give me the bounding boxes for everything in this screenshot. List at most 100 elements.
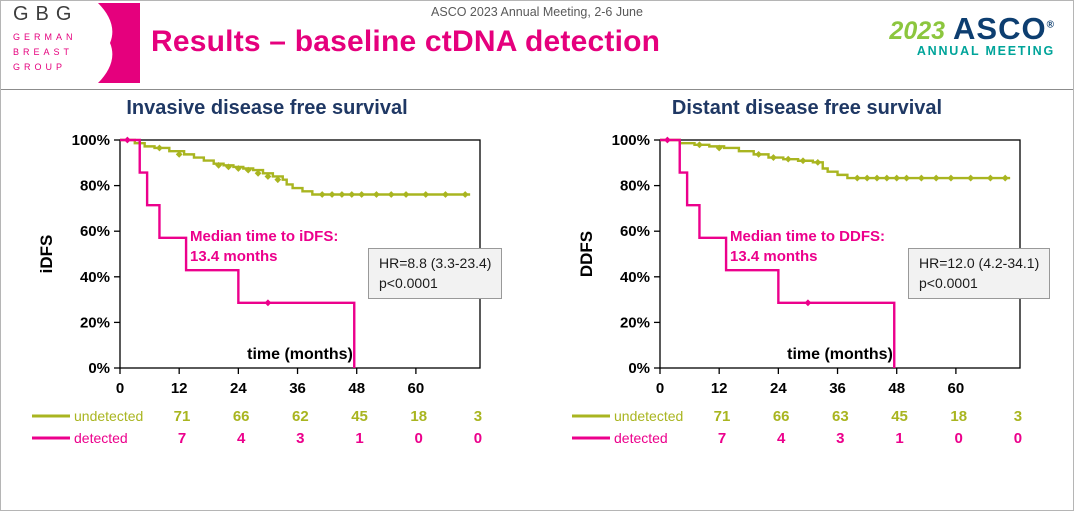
censor-mark-detected [663, 136, 671, 144]
censor-mark-detected [264, 299, 272, 307]
x-tick-label: 60 [948, 380, 965, 397]
censor-mark-undetected [1001, 174, 1009, 182]
censor-mark-undetected [755, 150, 763, 158]
y-tick-label: 80% [620, 178, 650, 195]
asco-wordmark: ASCO® [953, 11, 1055, 47]
ddfs-km-chart-svg: 100% 80% 60% 40% 20% 0% 0 12 24 36 48 60 DDFS time (m… [572, 132, 1022, 447]
censor-mark-undetected [853, 174, 861, 182]
hr-line2: p<0.0001 [379, 274, 438, 291]
risk-count: 7 [718, 430, 726, 447]
ddfs-hr-annotation: HR=12.0 (4.2-34.1) p<0.0001 [908, 248, 1051, 300]
y-tick-label: 60% [80, 223, 110, 240]
censor-mark-detected [804, 299, 812, 307]
risk-count: 3 [1014, 408, 1022, 425]
censor-mark-undetected [461, 191, 469, 198]
idfs-panel-title: Invasive disease free survival [126, 97, 408, 119]
censor-mark-undetected [175, 150, 183, 158]
y-axis-title: DDFS [577, 231, 596, 277]
km-curve-detected [120, 138, 356, 368]
page-title: Results – baseline ctDNA detection [151, 25, 661, 58]
risk-count: 0 [955, 430, 963, 447]
y-tick-label: 40% [80, 269, 110, 286]
km-curve-undetected [660, 138, 1011, 180]
risk-count: 3 [474, 408, 482, 425]
x-tick-label: 12 [171, 380, 188, 397]
risk-count: 45 [351, 408, 368, 425]
risk-count: 66 [233, 408, 250, 425]
asco-year: 2023 [889, 17, 946, 45]
x-tick-label: 12 [711, 380, 728, 397]
censor-mark-undetected [318, 191, 326, 198]
risk-count: 4 [237, 430, 246, 447]
idfs-median-annotation: Median time to iDFS: 13.4 months [190, 227, 338, 266]
y-tick-label: 20% [620, 314, 650, 331]
censor-mark-undetected [893, 174, 901, 182]
censor-mark-undetected [987, 174, 994, 182]
censor-mark-undetected [156, 144, 163, 152]
x-tick-label: 36 [829, 380, 846, 397]
censor-mark-undetected [799, 157, 807, 165]
x-tick-label: 60 [408, 380, 425, 397]
risk-count: 18 [950, 408, 967, 425]
censor-mark-undetected [770, 154, 777, 161]
censor-mark-undetected [873, 174, 881, 182]
risk-count: 71 [174, 408, 191, 425]
risk-count: 0 [415, 430, 423, 447]
x-axis-title: time (months) [787, 346, 893, 363]
risk-count: 18 [410, 408, 427, 425]
risk-legend-label: undetected [74, 408, 143, 424]
risk-count: 66 [773, 408, 790, 425]
censor-mark-undetected [402, 191, 410, 198]
censor-mark-undetected [947, 174, 955, 182]
x-axis-title: time (months) [247, 346, 353, 363]
y-tick-label: 40% [620, 269, 650, 286]
censor-mark-undetected [358, 191, 366, 198]
hr-line1: HR=8.8 (3.3-23.4) [379, 255, 492, 271]
censor-mark-undetected [814, 158, 822, 166]
x-tick-label: 48 [348, 380, 365, 397]
asco-logo-top: 2023 ASCO® [889, 11, 1055, 47]
x-tick-label: 24 [770, 380, 787, 397]
censor-mark-undetected [422, 191, 430, 198]
x-tick-label: 0 [656, 380, 664, 397]
y-tick-label: 20% [80, 314, 110, 331]
asco-logo: 2023 ASCO® ANNUAL MEETING [889, 11, 1055, 58]
risk-count: 3 [836, 430, 844, 447]
hr-line1: HR=12.0 (4.2-34.1) [919, 255, 1040, 271]
km-curve-undetected [120, 138, 471, 196]
gbg-logo-text: GBG GERMAN BREAST GROUP [13, 3, 78, 75]
censor-mark-undetected [373, 191, 380, 198]
censor-mark-undetected [338, 191, 346, 198]
asco-annual-meeting-label: ANNUAL MEETING [916, 44, 1055, 58]
y-tick-label: 80% [80, 178, 110, 195]
censor-mark-undetected [932, 174, 940, 182]
censor-mark-undetected [348, 191, 356, 198]
idfs-hr-annotation: HR=8.8 (3.3-23.4) p<0.0001 [368, 248, 503, 300]
censor-mark-undetected [863, 174, 871, 182]
meeting-line: ASCO 2023 Annual Meeting, 2-6 June [431, 5, 643, 19]
censor-mark-undetected [254, 169, 262, 177]
censor-mark-undetected [715, 144, 723, 152]
idfs-chart: 100% 80% 60% 40% 20% 0% 0 12 24 36 48 60 iDFS time (m… [32, 124, 503, 456]
x-tick-label: 48 [888, 380, 905, 397]
censor-mark-undetected [387, 191, 395, 198]
censor-mark-undetected [967, 174, 975, 182]
censor-mark-undetected [274, 176, 282, 184]
gbg-word-german: GERMAN [13, 32, 77, 42]
censor-mark-undetected [264, 173, 272, 180]
censor-mark-undetected [234, 165, 242, 172]
risk-count: 1 [355, 430, 363, 447]
gbg-acronym: GBG [13, 3, 79, 25]
y-tick-label: 0% [628, 360, 650, 377]
y-tick-label: 100% [612, 132, 650, 149]
censor-mark-undetected [328, 191, 336, 198]
idfs-panel: Invasive disease free survival 100% 80% 60… [32, 97, 503, 456]
median-line2: 13.4 months [190, 247, 278, 265]
hr-line2: p<0.0001 [919, 274, 978, 291]
median-line2: 13.4 months [730, 247, 818, 265]
risk-count: 3 [296, 430, 304, 447]
y-axis-title: iDFS [37, 235, 56, 274]
risk-count: 7 [178, 430, 186, 447]
idfs-km-chart-svg: 100% 80% 60% 40% 20% 0% 0 12 24 36 48 60 iDFS time (m… [32, 132, 482, 447]
